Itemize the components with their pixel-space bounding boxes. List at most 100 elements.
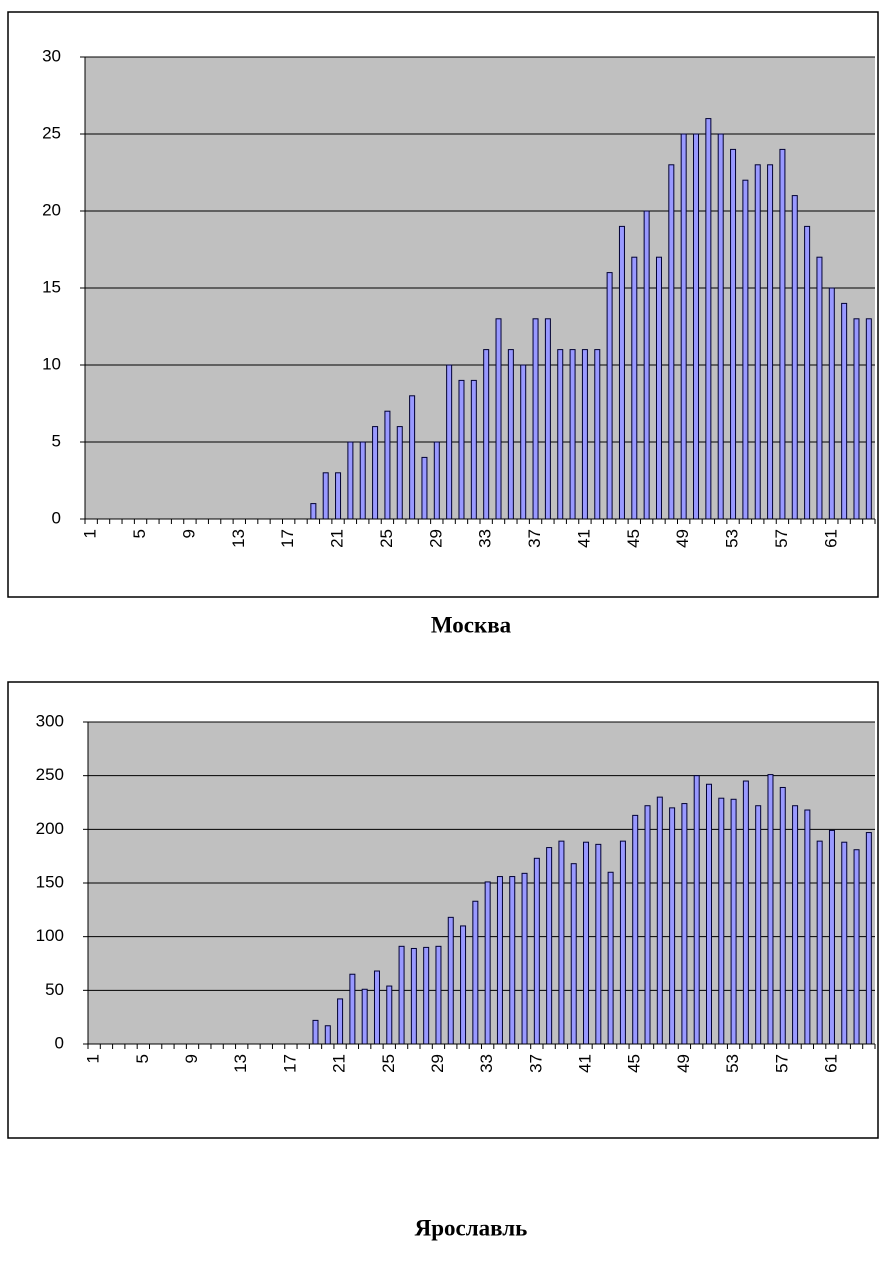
x-tick-label: 33: [476, 529, 495, 548]
bar: [804, 225, 811, 520]
x-tick-label: 53: [723, 529, 742, 548]
bar: [507, 349, 514, 520]
bar: [458, 379, 465, 520]
x-tick-label: 29: [426, 529, 445, 548]
bar: [347, 441, 354, 520]
y-tick-label: 200: [36, 819, 64, 838]
bar: [447, 916, 454, 1045]
bar: [828, 829, 835, 1045]
bar: [754, 164, 761, 520]
bar: [718, 797, 725, 1045]
bar: [310, 503, 317, 520]
x-tick-label: 57: [772, 1054, 791, 1073]
bar: [570, 863, 577, 1045]
bar: [755, 805, 762, 1045]
y-tick-label: 30: [42, 46, 61, 65]
x-tick-label: 45: [624, 529, 643, 548]
bar: [791, 195, 798, 520]
bar: [816, 840, 823, 1045]
bar: [335, 472, 342, 520]
x-tick-label: 21: [330, 1054, 349, 1073]
x-tick-label: 13: [231, 1054, 250, 1073]
bar: [312, 1019, 319, 1045]
bar: [544, 318, 551, 520]
bar: [322, 472, 329, 520]
bar: [546, 847, 553, 1045]
x-tick-label: 53: [723, 1054, 742, 1073]
bar: [730, 148, 737, 520]
bar: [435, 945, 442, 1045]
x-tick-label: 13: [229, 529, 248, 548]
bar: [470, 379, 477, 520]
x-tick-label: 49: [673, 529, 692, 548]
chart-title: Ярославль: [415, 1215, 528, 1240]
bar: [398, 945, 405, 1045]
bar: [853, 318, 860, 520]
y-tick-label: 0: [55, 1033, 64, 1052]
bar: [853, 849, 860, 1045]
bar: [742, 179, 749, 520]
bar: [632, 814, 639, 1045]
y-tick-label: 25: [42, 123, 61, 142]
bar: [841, 302, 848, 520]
bar: [669, 807, 676, 1045]
bar: [693, 133, 700, 520]
bar: [643, 210, 650, 520]
bar: [349, 973, 356, 1045]
bar: [816, 256, 823, 520]
bar: [618, 225, 625, 520]
bar: [410, 947, 417, 1045]
bar: [804, 809, 811, 1045]
bar: [386, 985, 393, 1045]
y-tick-label: 300: [36, 711, 64, 730]
x-tick-label: 25: [379, 1054, 398, 1073]
bar: [384, 410, 391, 520]
bar: [558, 840, 565, 1045]
bar: [841, 841, 848, 1045]
x-tick-label: 37: [526, 1054, 545, 1073]
x-tick-label: 57: [772, 529, 791, 548]
y-tick-label: 15: [42, 277, 61, 296]
bar: [792, 805, 799, 1045]
y-tick-label: 150: [36, 872, 64, 891]
x-tick-label: 33: [477, 1054, 496, 1073]
x-tick-label: 41: [576, 1054, 595, 1073]
bar: [581, 349, 588, 520]
bar: [532, 318, 539, 520]
x-tick-label: 25: [377, 529, 396, 548]
bar: [828, 287, 835, 520]
bar: [359, 441, 366, 520]
y-tick-label: 20: [42, 200, 61, 219]
x-tick-label: 5: [133, 1054, 152, 1063]
bar: [409, 395, 416, 520]
bar: [705, 783, 712, 1045]
bar: [717, 133, 724, 520]
x-tick-label: 9: [179, 529, 198, 538]
bar: [730, 798, 737, 1045]
x-tick-label: 1: [84, 1054, 103, 1063]
bar: [509, 876, 516, 1045]
bar: [520, 364, 527, 520]
bar: [865, 832, 872, 1045]
bar: [606, 272, 613, 520]
x-tick-label: 37: [525, 529, 544, 548]
bar: [373, 970, 380, 1045]
bar: [619, 840, 626, 1045]
bar: [460, 925, 467, 1045]
bar: [484, 881, 491, 1045]
y-tick-label: 50: [45, 980, 64, 999]
x-tick-label: 49: [674, 1054, 693, 1073]
x-tick-label: 29: [428, 1054, 447, 1073]
x-tick-label: 5: [130, 529, 149, 538]
bar: [607, 871, 614, 1045]
y-tick-label: 0: [52, 508, 61, 527]
y-tick-label: 5: [52, 431, 61, 450]
x-tick-label: 17: [280, 1054, 299, 1073]
x-tick-label: 41: [574, 529, 593, 548]
bar: [423, 946, 430, 1045]
bar: [668, 164, 675, 520]
bar: [472, 900, 479, 1045]
bar: [433, 441, 440, 520]
